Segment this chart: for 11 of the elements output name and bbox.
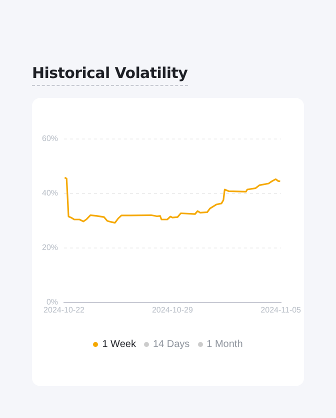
legend-label: 1 Month [206, 339, 243, 350]
x-tick-label: 2024-11-05 [260, 305, 302, 314]
legend-label: 1 Week [102, 339, 136, 350]
y-tick-label: 40% [42, 188, 58, 198]
y-tick-label: 60% [42, 134, 58, 144]
x-tick-label: 2024-10-22 [44, 305, 86, 314]
y-tick-label: 0% [46, 298, 58, 307]
chart-title: Historical Volatility [32, 64, 188, 86]
y-tick-label: 20% [42, 243, 58, 252]
x-tick-label: 2024-10-29 [152, 305, 194, 314]
legend-label: 14 Days [152, 339, 190, 350]
